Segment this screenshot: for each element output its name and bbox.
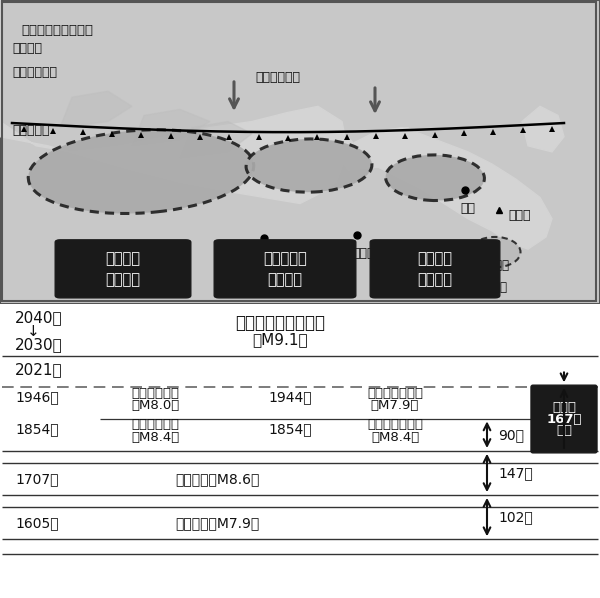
Ellipse shape bbox=[246, 139, 372, 192]
Polygon shape bbox=[354, 127, 420, 152]
Polygon shape bbox=[522, 106, 564, 152]
Text: 東南海地震
の震源域: 東南海地震 の震源域 bbox=[263, 251, 307, 287]
Text: 安政南海地震: 安政南海地震 bbox=[131, 419, 179, 431]
Text: 南海トラフ: 南海トラフ bbox=[12, 124, 49, 137]
Text: 空白域: 空白域 bbox=[552, 401, 576, 414]
Text: 南海トラフ巨大地震: 南海トラフ巨大地震 bbox=[235, 315, 325, 332]
Text: （M8.4）: （M8.4） bbox=[371, 431, 419, 444]
Text: ↓: ↓ bbox=[26, 324, 40, 338]
Polygon shape bbox=[288, 137, 360, 176]
Text: 震源域と予測: 震源域と予測 bbox=[465, 280, 507, 294]
Text: 昭和南海地震: 昭和南海地震 bbox=[131, 386, 179, 399]
Text: 102年: 102年 bbox=[498, 510, 533, 524]
Text: 富士山: 富士山 bbox=[508, 209, 531, 222]
FancyBboxPatch shape bbox=[55, 240, 191, 298]
FancyBboxPatch shape bbox=[531, 385, 597, 453]
Ellipse shape bbox=[28, 130, 254, 213]
Text: 大阪: 大阪 bbox=[259, 250, 274, 263]
Polygon shape bbox=[132, 109, 210, 146]
Text: フィリピン海: フィリピン海 bbox=[12, 66, 57, 80]
Text: （M8.0）: （M8.0） bbox=[131, 399, 179, 412]
Ellipse shape bbox=[386, 155, 484, 200]
Text: 2040年: 2040年 bbox=[15, 310, 62, 325]
Text: ユーラシアプレート: ユーラシアプレート bbox=[21, 24, 93, 37]
Text: 1707年: 1707年 bbox=[15, 472, 59, 486]
Text: （M8.4）: （M8.4） bbox=[131, 431, 179, 444]
Text: 1946年: 1946年 bbox=[15, 390, 59, 404]
Text: 東海地震
の震源域: 東海地震 の震源域 bbox=[418, 251, 452, 287]
Polygon shape bbox=[336, 127, 552, 249]
Text: 静岡: 静岡 bbox=[460, 202, 475, 215]
Polygon shape bbox=[0, 0, 348, 203]
Text: （M7.9）: （M7.9） bbox=[371, 399, 419, 412]
Text: 以上: 以上 bbox=[556, 425, 572, 437]
Text: 沈み込み方向: 沈み込み方向 bbox=[255, 71, 300, 84]
FancyBboxPatch shape bbox=[370, 240, 500, 298]
Text: プレート: プレート bbox=[12, 42, 42, 55]
FancyBboxPatch shape bbox=[214, 240, 356, 298]
Text: 1854年: 1854年 bbox=[15, 422, 59, 436]
Text: 2021年: 2021年 bbox=[15, 362, 62, 377]
Polygon shape bbox=[342, 149, 408, 170]
Text: 2030年: 2030年 bbox=[15, 337, 63, 352]
Text: 昭和東南海地震: 昭和東南海地震 bbox=[367, 386, 423, 399]
Text: 慶長地震（M7.9）: 慶長地震（M7.9） bbox=[175, 516, 259, 530]
Text: 147年: 147年 bbox=[498, 466, 533, 480]
Text: 1605年: 1605年 bbox=[15, 516, 59, 530]
Text: （M9.1）: （M9.1） bbox=[252, 332, 308, 347]
Text: 167年: 167年 bbox=[546, 413, 582, 426]
Text: 1854年: 1854年 bbox=[268, 422, 311, 436]
Text: される場所: される場所 bbox=[474, 260, 509, 272]
Text: 安政東南海地震: 安政東南海地震 bbox=[367, 419, 423, 431]
Text: 南海地震
の震源域: 南海地震 の震源域 bbox=[106, 251, 140, 287]
Text: 90年: 90年 bbox=[498, 428, 524, 442]
Polygon shape bbox=[180, 121, 252, 158]
Text: 宝永地震（M8.6）: 宝永地震（M8.6） bbox=[175, 472, 259, 486]
Text: 1944年: 1944年 bbox=[268, 390, 311, 404]
Text: 名古屋: 名古屋 bbox=[352, 247, 374, 260]
Ellipse shape bbox=[470, 237, 521, 267]
Polygon shape bbox=[60, 91, 132, 127]
